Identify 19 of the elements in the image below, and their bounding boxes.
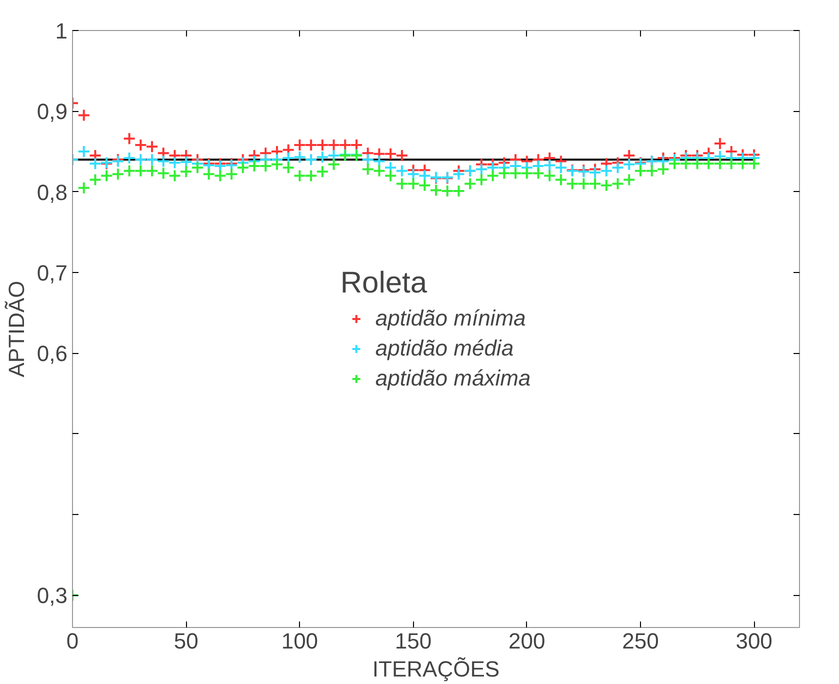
y-tick-label: 1 [55, 18, 68, 44]
x-tick-label: 200 [508, 628, 546, 654]
y-tick-label: 0,6 [36, 341, 68, 366]
y-tick-label: 0,3 [36, 583, 68, 608]
legend-label: aptidão máxima [375, 365, 531, 391]
legend-label: aptidão mínima [375, 305, 526, 331]
y-axis-title: APTIDÃO [4, 280, 29, 378]
legend-title: Roleta [340, 266, 428, 300]
legend-label: aptidão média [375, 335, 514, 361]
x-axis-title: ITERAÇÕES [372, 656, 500, 682]
y-tick-label: 0,7 [36, 260, 68, 286]
x-tick-label: 0 [66, 628, 79, 654]
y-tick-label: 0,8 [36, 180, 68, 205]
x-tick-label: 100 [281, 628, 318, 654]
x-tick-label: 150 [394, 628, 432, 654]
y-tick-label: 0,9 [36, 99, 68, 124]
x-tick-label: 250 [622, 628, 659, 654]
x-tick-label: 300 [736, 628, 772, 654]
x-tick-label: 50 [174, 628, 198, 654]
